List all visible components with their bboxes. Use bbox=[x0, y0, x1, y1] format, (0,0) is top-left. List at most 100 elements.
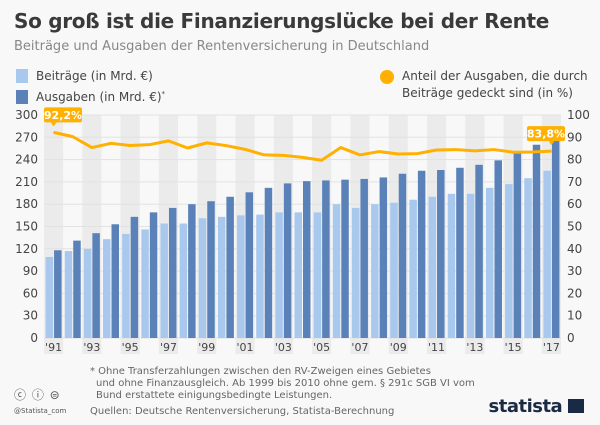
bar-expend-2004 bbox=[303, 181, 311, 338]
statista-logo-icon bbox=[568, 399, 584, 413]
legend-expend: Ausgaben (in Mrd. €)* bbox=[16, 86, 165, 106]
x-tick-label: '13 bbox=[466, 341, 483, 354]
bar-contrib-2009 bbox=[390, 202, 398, 338]
share-point-1993 bbox=[91, 147, 93, 149]
bar-contrib-2016 bbox=[524, 178, 532, 338]
bar-contrib-1998 bbox=[179, 223, 188, 338]
bar-contrib-2013 bbox=[466, 193, 475, 338]
y-left-tick-label: 240 bbox=[15, 153, 38, 167]
bar-expend-1999 bbox=[207, 201, 215, 338]
y-left-tick-label: 270 bbox=[15, 130, 38, 144]
legend-label-share-2: Beiträge gedeckt sind (in %) bbox=[402, 86, 573, 100]
share-point-2010 bbox=[416, 153, 418, 155]
bar-expend-1996 bbox=[149, 212, 158, 338]
x-tick-label: '09 bbox=[390, 341, 407, 354]
share-point-2002 bbox=[263, 154, 265, 156]
x-tick-label: '95 bbox=[122, 341, 139, 354]
share-point-2013 bbox=[474, 150, 476, 152]
x-tick-label: '05 bbox=[313, 341, 330, 354]
footnote-1: * Ohne Transferzahlungen zwischen den RV… bbox=[90, 366, 431, 377]
sources: Quellen: Deutsche Rentenversicherung, St… bbox=[90, 406, 395, 417]
bar-contrib-2005 bbox=[313, 212, 322, 338]
bar-contrib-2012 bbox=[447, 193, 456, 338]
statista-handle: @Statista_com bbox=[14, 407, 67, 415]
share-point-2007 bbox=[359, 154, 361, 156]
bar-contrib-2002 bbox=[256, 214, 264, 338]
x-tick-label: '07 bbox=[351, 341, 368, 354]
y-right-tick-label: 100 bbox=[567, 108, 590, 122]
annotation-label: 92,2% bbox=[44, 109, 82, 122]
legend-label-share-1: Anteil der Ausgaben, die durch bbox=[402, 69, 588, 83]
y-left-tick-label: 90 bbox=[23, 264, 38, 278]
footnote-2: und ohne Finanzausgleich. Ab 1999 bis 20… bbox=[96, 378, 475, 389]
bar-expend-2002 bbox=[264, 187, 273, 338]
share-point-2016 bbox=[531, 151, 533, 153]
bar-expend-2009 bbox=[398, 173, 407, 338]
y-right-tick-label: 10 bbox=[567, 309, 582, 323]
share-point-2001 bbox=[244, 148, 246, 150]
share-point-2000 bbox=[225, 145, 227, 147]
share-point-1999 bbox=[206, 142, 208, 144]
bar-expend-2001 bbox=[245, 192, 254, 338]
share-point-1998 bbox=[187, 147, 189, 149]
footnote-3: Bund erstattete einigungsbedingte Leistu… bbox=[96, 390, 333, 401]
legend-label-expend: Ausgaben (in Mrd. €) bbox=[36, 90, 162, 104]
y-left-tick-label: 0 bbox=[30, 331, 38, 345]
annotation-label: 83,8% bbox=[527, 128, 565, 141]
share-point-1996 bbox=[148, 144, 150, 146]
bar-contrib-1995 bbox=[122, 233, 130, 338]
y-left-tick-label: 120 bbox=[15, 242, 38, 256]
share-point-2004 bbox=[302, 156, 303, 158]
bar-contrib-2014 bbox=[485, 187, 494, 338]
bar-contrib-2011 bbox=[428, 196, 437, 338]
share-point-1991 bbox=[53, 131, 55, 133]
bar-expend-2006 bbox=[341, 179, 349, 338]
share-point-1994 bbox=[110, 142, 112, 144]
bar-contrib-2004 bbox=[294, 212, 302, 338]
bar-contrib-1997 bbox=[160, 223, 168, 338]
bar-contrib-1994 bbox=[103, 239, 111, 338]
legend-share: Anteil der Ausgaben, die durch Beiträge g… bbox=[380, 68, 588, 102]
bar-expend-1992 bbox=[73, 240, 81, 338]
share-point-2015 bbox=[512, 151, 514, 153]
bar-expend-1995 bbox=[130, 216, 139, 338]
bar-expend-2010 bbox=[417, 170, 426, 338]
x-tick-label: '99 bbox=[198, 341, 215, 354]
y-right-tick-label: 0 bbox=[567, 331, 575, 345]
bar-contrib-2007 bbox=[351, 207, 360, 338]
bar-expend-2015 bbox=[513, 152, 522, 338]
share-point-2009 bbox=[397, 153, 399, 155]
y-left-tick-label: 300 bbox=[15, 108, 38, 122]
share-point-1992 bbox=[72, 136, 74, 138]
bar-expend-2005 bbox=[322, 180, 330, 338]
share-point-2011 bbox=[436, 149, 438, 151]
x-tick-label: '15 bbox=[505, 341, 522, 354]
legend-footnote-mark: * bbox=[161, 90, 166, 98]
y-right-tick-label: 60 bbox=[567, 197, 582, 211]
share-point-2005 bbox=[321, 159, 323, 161]
statista-logo: statista bbox=[488, 396, 584, 417]
bar-expend-1991 bbox=[54, 250, 62, 338]
x-tick-label: '17 bbox=[543, 341, 560, 354]
bar-contrib-2001 bbox=[237, 215, 245, 338]
bar-contrib-2006 bbox=[332, 204, 341, 338]
chart-title: So groß ist die Finanzierungslücke bei d… bbox=[14, 9, 550, 33]
y-left-tick-label: 150 bbox=[15, 220, 38, 234]
bar-expend-2013 bbox=[475, 164, 483, 338]
x-tick-label: '91 bbox=[45, 341, 62, 354]
bar-expend-2003 bbox=[283, 183, 292, 338]
bar-expend-2007 bbox=[360, 178, 368, 338]
bar-expend-2000 bbox=[226, 196, 234, 338]
bar-contrib-2017 bbox=[543, 170, 551, 338]
share-point-2017 bbox=[550, 150, 552, 152]
y-right-tick-label: 80 bbox=[567, 153, 582, 167]
annotation-1991: 92,2% bbox=[44, 107, 82, 127]
share-point-2003 bbox=[282, 154, 284, 156]
bar-expend-2008 bbox=[379, 177, 388, 338]
x-tick-label: '97 bbox=[160, 341, 177, 354]
statista-logo-text: statista bbox=[488, 396, 563, 417]
share-point-1997 bbox=[167, 140, 169, 142]
legend-swatch-contrib bbox=[16, 69, 28, 83]
chart-subtitle: Beiträge und Ausgaben der Rentenversiche… bbox=[14, 39, 430, 54]
